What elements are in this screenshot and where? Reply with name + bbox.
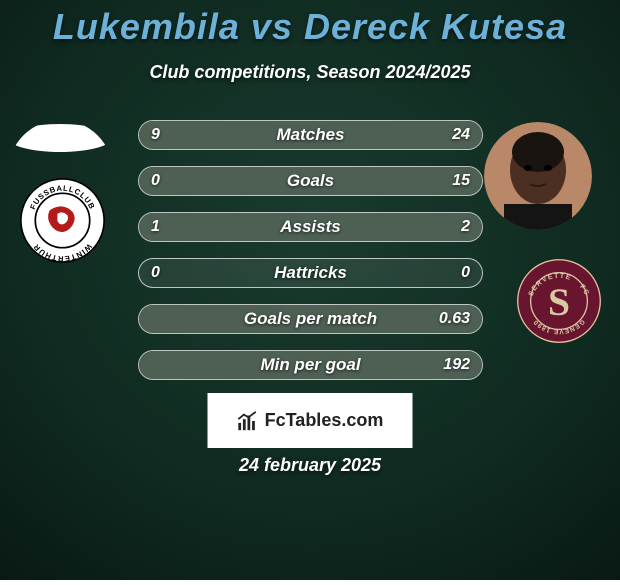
chart-icon xyxy=(237,410,259,432)
stat-row: 9Matches24 xyxy=(138,120,483,150)
stat-row: Goals per match0.63 xyxy=(138,304,483,334)
stat-fill-right xyxy=(252,213,482,241)
date-line: 24 february 2025 xyxy=(0,455,620,476)
stat-fill-right xyxy=(139,167,482,195)
stat-row: Min per goal192 xyxy=(138,350,483,380)
page-title: Lukembila vs Dereck Kutesa xyxy=(0,0,620,48)
stat-fill-left xyxy=(139,121,232,149)
stat-row: 0Hattricks0 xyxy=(138,258,483,288)
club-badge-right: S SERVETTE FC GENEVE 1890 xyxy=(516,258,602,344)
stat-fill-right xyxy=(139,305,482,333)
stat-value-left: 0 xyxy=(151,264,160,282)
stat-label: Hattricks xyxy=(139,263,482,283)
site-label: FcTables.com xyxy=(265,410,384,431)
stats-container: 9Matches24 0Goals15 1Assists2 0Hattricks0 Go… xyxy=(138,120,483,396)
stat-value-right: 0 xyxy=(461,264,470,282)
stat-fill-right xyxy=(139,351,482,379)
stat-row: 0Goals15 xyxy=(138,166,483,196)
subtitle: Club competitions, Season 2024/2025 xyxy=(0,62,620,83)
stat-fill-left xyxy=(139,213,252,241)
stat-row: 1Assists2 xyxy=(138,212,483,242)
player-right-avatar xyxy=(484,122,592,230)
stat-fill-right xyxy=(232,121,482,149)
club-badge-left: FUSSBALLCLUB WINTERTHUR xyxy=(20,178,105,263)
badge-right-letter: S xyxy=(548,280,570,324)
site-link[interactable]: FcTables.com xyxy=(208,393,413,448)
